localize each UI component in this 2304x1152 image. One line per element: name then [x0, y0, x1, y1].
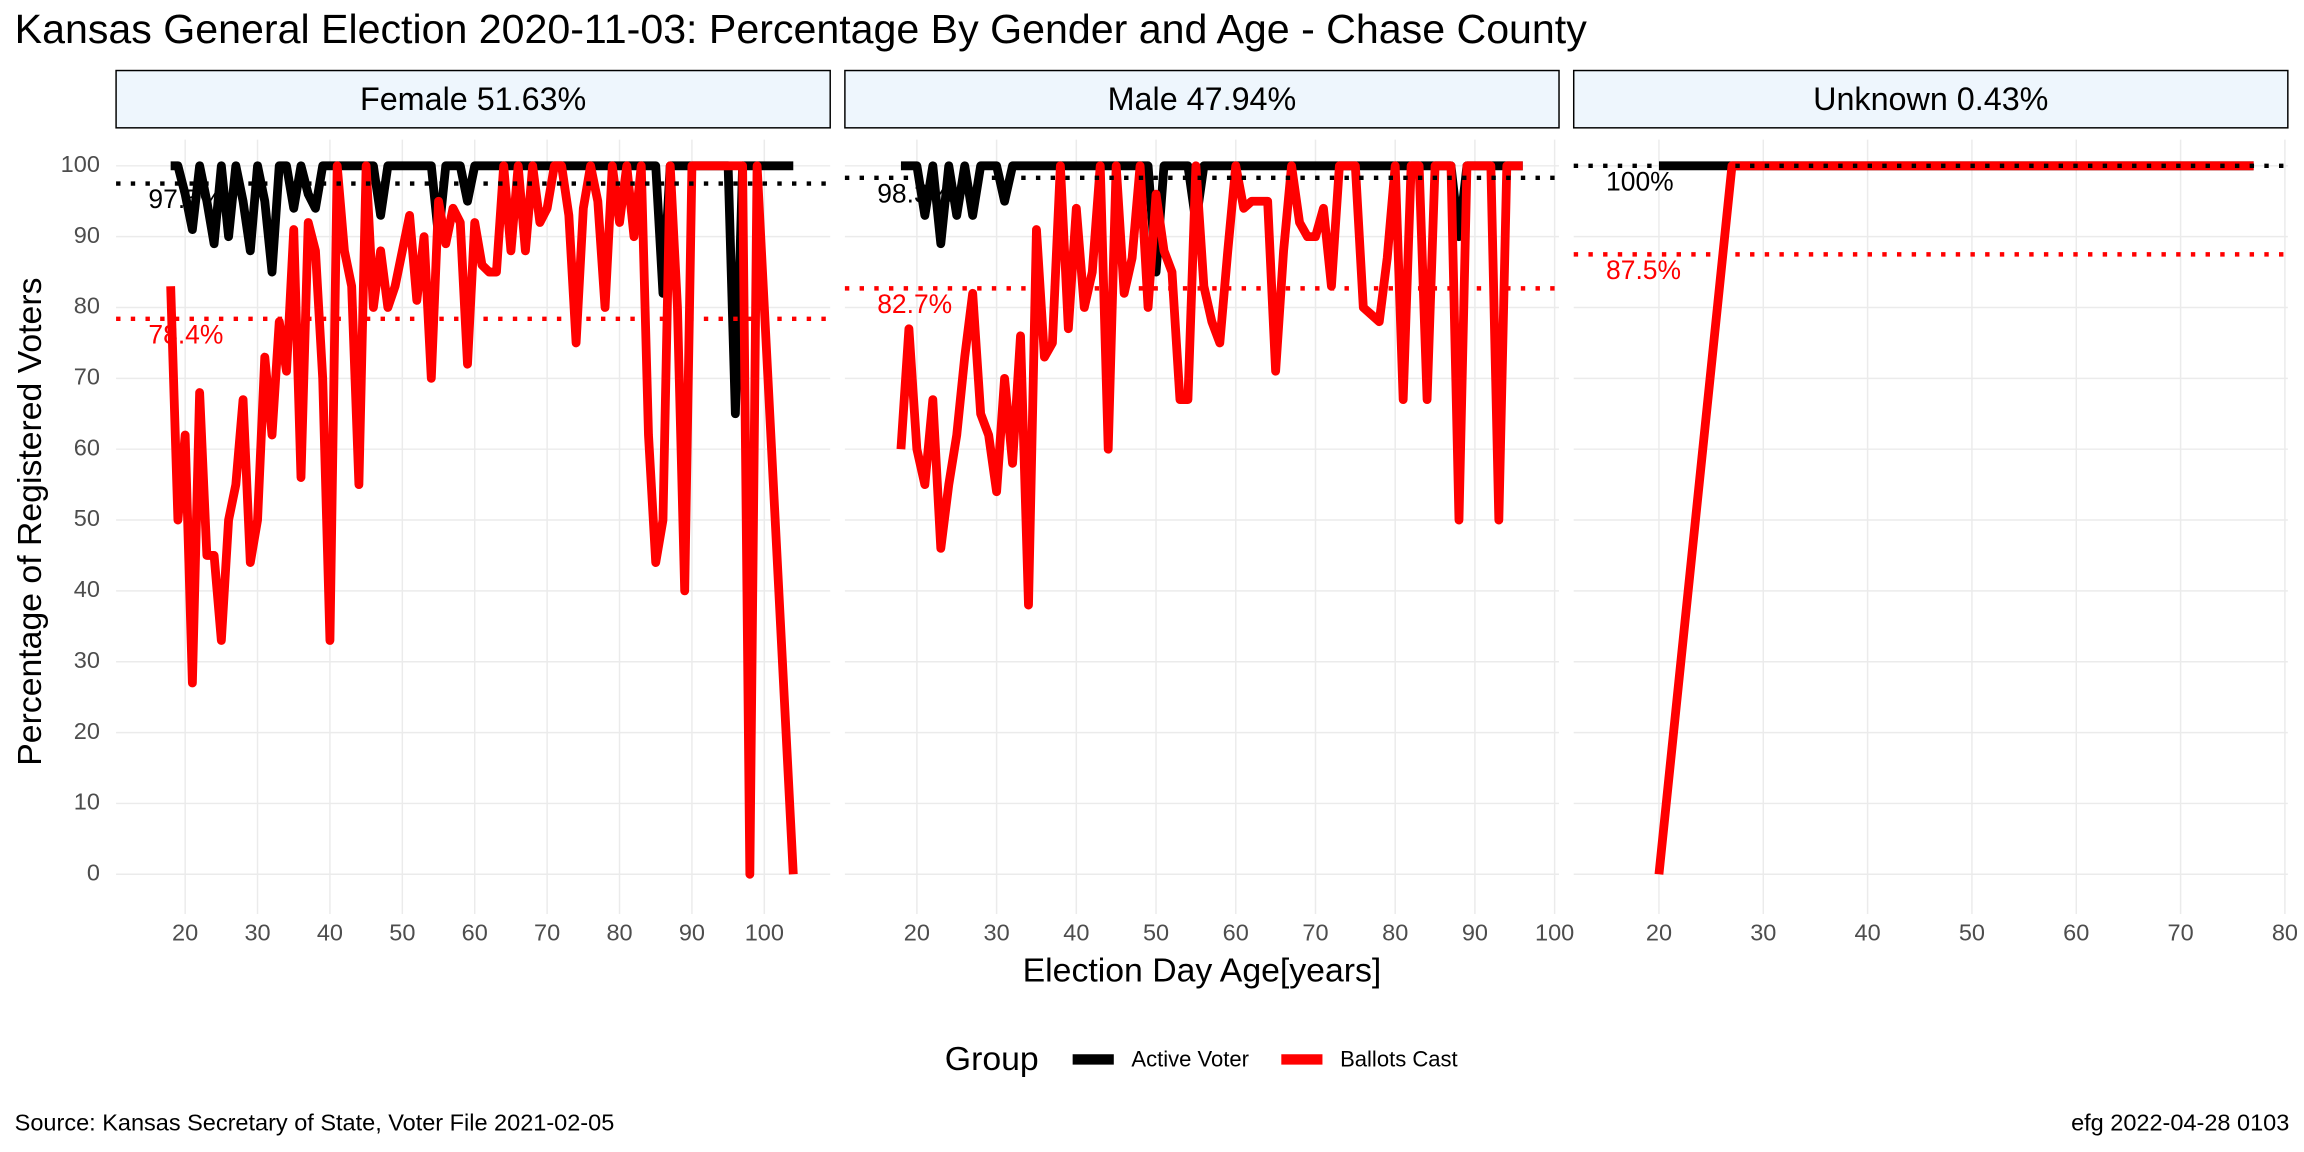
caption: Source: Kansas Secretary of State, Voter…	[15, 1109, 615, 1135]
caption: efg 2022-04-28 0103	[2071, 1109, 2289, 1135]
x-tick-label: 30	[244, 920, 270, 946]
data-line	[1654, 161, 2254, 875]
legend-title: Group	[945, 1040, 1039, 1078]
x-tick-label: 70	[2168, 920, 2194, 946]
y-tick-label: 100	[61, 151, 100, 177]
x-tick-label: 60	[2063, 920, 2089, 946]
x-tick-label: 50	[1959, 920, 1985, 946]
x-tick-label: 80	[1382, 920, 1408, 946]
data-line	[166, 161, 798, 879]
y-tick-label: 40	[74, 576, 100, 602]
x-tick-label: 70	[534, 920, 560, 946]
y-tick-label: 80	[74, 293, 100, 319]
legend-label: Active Voter	[1131, 1047, 1249, 1072]
y-tick-label: 50	[74, 505, 100, 531]
y-tick-label: 30	[74, 647, 100, 673]
reference-label: 78.4%	[148, 319, 223, 349]
y-tick-label: 10	[74, 789, 100, 815]
data-line	[896, 161, 1523, 610]
y-tick-label: 0	[87, 859, 100, 885]
strip-box	[844, 69, 1560, 129]
y-tick-label: 20	[74, 718, 100, 744]
reference-label: 87.5%	[1606, 255, 1681, 285]
legend-label: Ballots Cast	[1340, 1047, 1458, 1072]
x-tick-label: 80	[2272, 920, 2298, 946]
strip-label: Female 51.63%	[360, 81, 586, 117]
strip-label: Unknown 0.43%	[1813, 81, 2048, 117]
x-tick-label: 40	[1855, 920, 1881, 946]
reference-label: 98.3%	[877, 178, 952, 208]
strip-box	[1572, 69, 2289, 129]
y-tick-label: 70	[74, 364, 100, 390]
x-tick-label: 30	[1750, 920, 1776, 946]
x-tick-label: 50	[389, 920, 415, 946]
x-tick-label: 60	[462, 920, 488, 946]
y-tick-label: 60	[74, 434, 100, 460]
reference-label: 97.5%	[148, 184, 223, 214]
x-tick-label: 60	[1223, 920, 1249, 946]
x-tick-label: 90	[1462, 920, 1488, 946]
x-tick-label: 70	[1302, 920, 1328, 946]
x-tick-label: 50	[1143, 920, 1169, 946]
reference-label: 100%	[1606, 166, 1674, 196]
x-tick-label: 20	[172, 920, 198, 946]
strip-box	[115, 69, 831, 129]
x-tick-label: 80	[606, 920, 632, 946]
x-tick-label: 20	[1646, 920, 1672, 946]
strip-label: Male 47.94%	[1108, 81, 1297, 117]
chart-title: Kansas General Election 2020-11-03: Perc…	[15, 6, 1588, 52]
x-tick-label: 90	[679, 920, 705, 946]
x-tick-label: 100	[745, 920, 784, 946]
y-axis-label: Percentage of Registered Voters	[11, 278, 49, 766]
x-tick-label: 40	[1063, 920, 1089, 946]
reference-label: 82.7%	[877, 289, 952, 319]
x-tick-label: 100	[1535, 920, 1574, 946]
x-tick-label: 20	[904, 920, 930, 946]
x-tick-label: 40	[317, 920, 343, 946]
y-tick-label: 90	[74, 222, 100, 248]
x-axis-label: Election Day Age[years]	[1023, 952, 1382, 990]
x-tick-label: 30	[984, 920, 1010, 946]
